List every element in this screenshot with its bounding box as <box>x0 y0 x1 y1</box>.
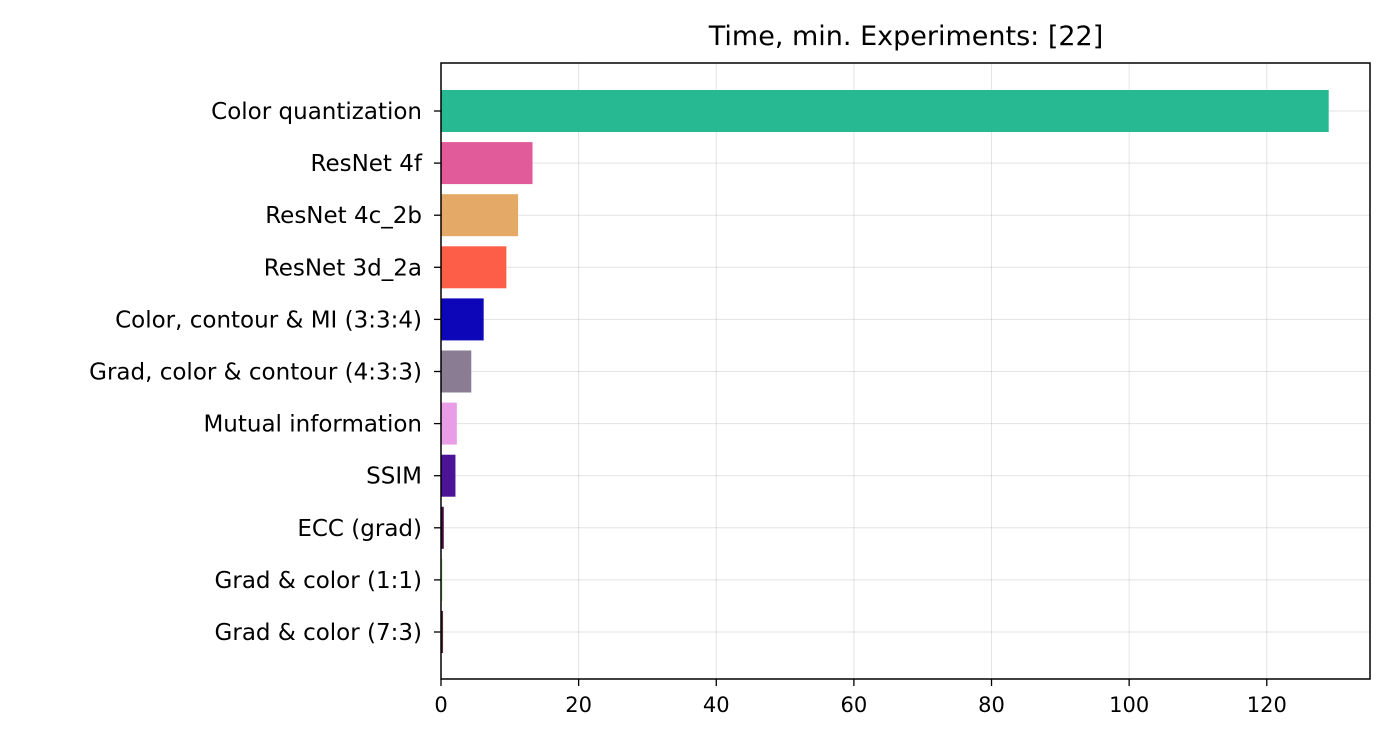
bar <box>441 90 1329 132</box>
category-label: ResNet 4c_2b <box>265 203 422 229</box>
bar <box>441 298 484 341</box>
bar <box>441 506 444 549</box>
bar <box>441 142 533 185</box>
x-axis-ticks: 0 20 40 60 80 100 120 <box>434 679 1287 717</box>
x-tick-label: 20 <box>565 693 592 717</box>
category-label: Grad, color & contour (4:3:3) <box>89 360 422 386</box>
category-label: ResNet 4f <box>311 151 423 177</box>
plot-frame <box>440 62 1371 680</box>
category-label: Color quantization <box>211 99 422 125</box>
x-tick-label: 60 <box>841 693 868 717</box>
category-label: Grad & color (1:1) <box>215 568 422 594</box>
bar <box>441 454 456 497</box>
bar <box>441 246 507 289</box>
bar <box>441 402 457 445</box>
category-label: ResNet 3d_2a <box>264 255 422 281</box>
chart-title: Time, min. Experiments: [22] <box>708 21 1104 52</box>
x-tick-label: 80 <box>978 693 1005 717</box>
category-label: Color, contour & MI (3:3:4) <box>115 307 422 333</box>
category-labels: Color quantization ResNet 4f ResNet 4c_2b R… <box>89 99 441 646</box>
x-tick-label: 0 <box>434 693 447 717</box>
bars <box>441 90 1329 653</box>
bar <box>441 350 472 393</box>
category-label: Mutual information <box>203 412 422 438</box>
category-label: Grad & color (7:3) <box>215 620 422 646</box>
bar <box>441 611 444 653</box>
grid-lines <box>440 63 1370 679</box>
category-label: SSIM <box>366 464 422 490</box>
category-label: ECC (grad) <box>297 516 422 542</box>
x-tick-label: 120 <box>1247 693 1287 717</box>
x-tick-label: 40 <box>703 693 730 717</box>
bar <box>441 194 519 237</box>
x-tick-label: 100 <box>1109 693 1149 717</box>
